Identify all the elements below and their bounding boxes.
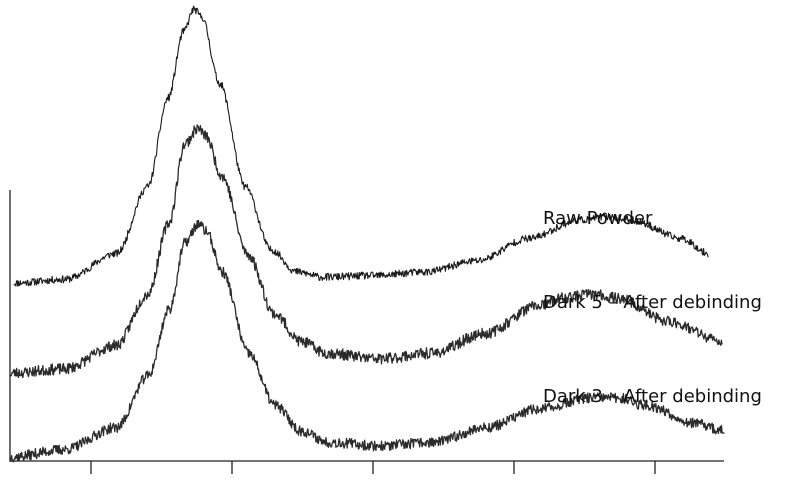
- x-axis-ticks: [90, 461, 656, 474]
- series-group: [10, 5, 725, 463]
- series-line-2: [10, 124, 723, 379]
- series-line-1: [13, 5, 709, 287]
- series-label-raw-powder: Raw Powder: [543, 208, 653, 229]
- series-label-dark-5: Dark 5 – After debinding: [543, 292, 762, 313]
- series-line-3: [10, 219, 725, 463]
- series-label-dark-3: Dark 3 – After debinding: [543, 386, 762, 407]
